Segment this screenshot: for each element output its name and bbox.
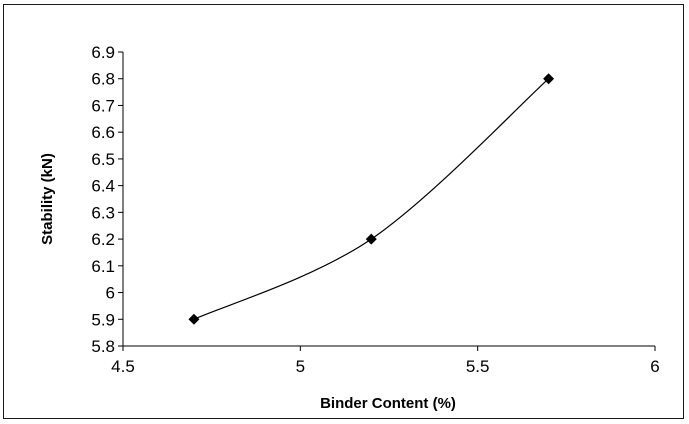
y-tick-label: 6.7 [91, 96, 115, 115]
y-tick-label: 6.4 [91, 177, 115, 196]
x-tick-label: 5 [296, 357, 305, 376]
y-axis: 5.8 5.9 6 6.1 6.2 6.3 6.4 6.5 6.6 6.7 6.8 6.9 [91, 43, 124, 356]
y-axis-title: Stability (kN) [39, 153, 56, 245]
series-line [193, 78, 550, 320]
data-point-diamond [188, 313, 200, 325]
y-tick-label: 6 [106, 284, 115, 303]
y-tick-label: 5.9 [91, 310, 115, 329]
y-tick-label: 6.3 [91, 203, 115, 222]
y-tick-label: 6.6 [91, 123, 115, 142]
y-tick-label: 6.8 [91, 70, 115, 89]
chart-frame [3, 4, 684, 419]
y-tick-label: 6.9 [91, 43, 115, 62]
y-tick-label: 5.8 [91, 337, 115, 356]
series-line-group [188, 73, 555, 325]
data-point-diamond [365, 233, 377, 245]
y-tick-label: 6.1 [91, 257, 115, 276]
y-tick-label: 6.5 [91, 150, 115, 169]
y-tick-label: 6.2 [91, 230, 115, 249]
x-axis: 4.5 5 5.5 6 [111, 345, 660, 376]
x-tick-label: 6 [650, 357, 659, 376]
data-point-diamond [543, 73, 555, 85]
x-axis-title: Binder Content (%) [320, 395, 456, 412]
x-tick-label: 5.5 [466, 357, 490, 376]
x-tick-label: 4.5 [111, 357, 135, 376]
